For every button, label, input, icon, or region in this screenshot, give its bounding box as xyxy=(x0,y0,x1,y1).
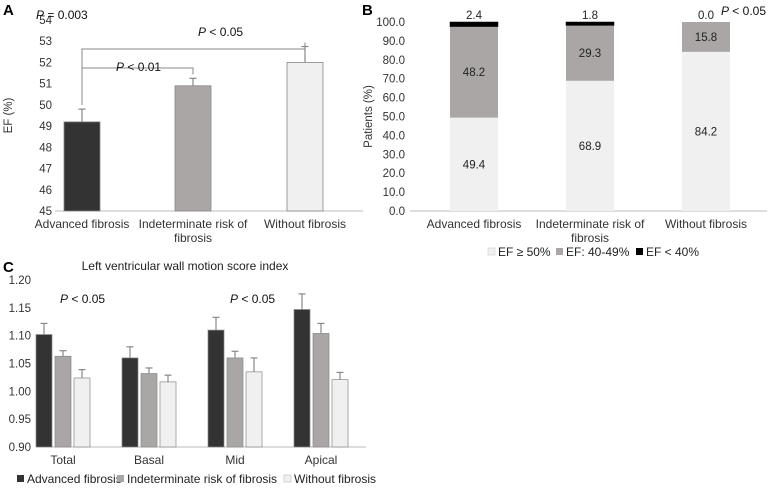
panel-b-data-label: 68.9 xyxy=(579,141,601,153)
panel-b-bar-segment xyxy=(682,22,730,52)
panel-b-legend-swatch xyxy=(556,248,563,255)
panel-c-bar xyxy=(73,377,91,448)
panel-b-bar-segment xyxy=(565,21,615,26)
panel-c-bar xyxy=(35,334,53,448)
panel-c-p-value-total: P < 0.05 xyxy=(60,292,105,306)
panel-a-y-tick: 47 xyxy=(39,164,52,176)
panel-b-legend-item: EF < 40% xyxy=(646,245,699,259)
panel-c-legend-swatch xyxy=(283,474,292,483)
panel-a-y-tick: 45 xyxy=(39,206,52,218)
panel-c-bar xyxy=(312,333,330,448)
panel-c-x-tick: Apical xyxy=(305,453,338,467)
panel-b-bar-segment xyxy=(682,51,730,211)
panel-c-legend-swatch xyxy=(17,475,24,482)
panel-a-bracket-1-3 xyxy=(81,42,306,106)
panel-a-bar xyxy=(286,62,324,212)
panel-b-y-tick: 30.0 xyxy=(383,149,405,161)
panel-c-title: Left ventricular wall motion score index xyxy=(82,259,289,273)
panel-c-bar xyxy=(207,329,225,448)
panel-a-bar xyxy=(174,85,212,212)
panel-a-x-tick: Indeterminate risk of xyxy=(139,217,248,231)
panel-c-bar xyxy=(331,379,349,448)
panel-c-y-tick: 1.00 xyxy=(9,386,31,398)
panel-c-p-value-mid: P < 0.05 xyxy=(230,292,275,306)
panel-c-bar xyxy=(226,357,244,448)
panel-a-x-tick: Advanced fibrosis xyxy=(35,217,130,231)
panel-c-label: C xyxy=(3,259,14,276)
panel-a-label: A xyxy=(3,2,14,19)
panel-a-bracket-1-2 xyxy=(81,49,194,75)
panel-b-p-value: P < 0.05 xyxy=(721,4,766,18)
panel-b-x-tick: Indeterminate risk of xyxy=(536,217,645,231)
panel-b-bar-segment xyxy=(449,21,499,27)
panel-a-x-tick: fibrosis xyxy=(174,231,212,245)
panel-a-y-tick: 48 xyxy=(39,142,52,154)
panel-b-y-tick: 20.0 xyxy=(383,168,405,180)
panel-c-y-tick: 0.95 xyxy=(9,414,31,426)
panel-b-y-tick: 70.0 xyxy=(383,74,405,86)
panel-b-data-label: 1.8 xyxy=(582,10,598,22)
panel-b-y-tick: 60.0 xyxy=(383,93,405,105)
panel-b-legend-item: EF ≥ 50% xyxy=(498,245,551,259)
panel-b-x-tick: Without fibrosis xyxy=(665,217,747,231)
panel-c-legend-item: Indeterminate risk of fibrosis xyxy=(127,472,277,486)
panel-b-y-tick: 50.0 xyxy=(383,112,405,124)
panel-c-bar xyxy=(245,371,263,448)
panel-b-bar-segment xyxy=(566,25,614,81)
panel-b-y-tick: 0.0 xyxy=(389,206,405,218)
panel-b-y-tick: 10.0 xyxy=(383,187,405,199)
panel-a-y-tick: 53 xyxy=(39,36,52,48)
panel-b-legend-swatch xyxy=(487,247,496,256)
panel-b-y-tick: 90.0 xyxy=(383,36,405,48)
panel-a-y-tick: 49 xyxy=(39,121,52,133)
panel-b-data-label: 48.2 xyxy=(463,67,485,79)
panel-b-x-tick: Advanced fibrosis xyxy=(427,217,522,231)
panel-a-y-axis-label: EF (%) xyxy=(3,97,15,133)
panel-b-legend-swatch xyxy=(636,248,643,255)
panel-a-p-value-overall: P = 0.003 xyxy=(36,8,88,22)
panel-b-y-tick: 100.0 xyxy=(376,17,405,29)
panel-b-y-tick: 80.0 xyxy=(383,55,405,67)
panel-a-y-tick: 50 xyxy=(39,100,52,112)
panel-b-legend-item: EF: 40-49% xyxy=(566,245,630,259)
panel-c-x-tick: Mid xyxy=(225,453,244,467)
panel-c-y-tick: 1.10 xyxy=(9,331,31,343)
panel-a-p-value-1-2: P < 0.01 xyxy=(116,60,161,74)
panel-b-x-tick: fibrosis xyxy=(571,231,609,245)
panel-c-bar xyxy=(54,355,72,448)
panel-b-y-tick: 40.0 xyxy=(383,130,405,142)
panel-c-bar xyxy=(140,373,158,448)
panel-c-bar xyxy=(159,381,177,448)
panel-b-y-axis-label: Patients (%) xyxy=(363,85,375,148)
panel-b-bar-segment xyxy=(450,26,498,118)
panel-a-y-tick: 46 xyxy=(39,185,52,197)
panel-b-data-label: 2.4 xyxy=(466,10,483,22)
panel-c-legend-item: Without fibrosis xyxy=(294,472,376,486)
panel-c-bar xyxy=(121,357,139,448)
panel-b-data-label: 84.2 xyxy=(695,126,717,138)
panel-b-bar-segment xyxy=(450,117,498,211)
panel-b-data-label: 15.8 xyxy=(695,32,717,44)
panel-c-y-tick: 1.05 xyxy=(9,359,31,371)
panel-c-x-tick: Basal xyxy=(134,453,164,467)
panel-a-p-value-1-3: P < 0.05 xyxy=(198,25,243,39)
panel-c-x-tick: Total xyxy=(50,453,75,467)
panel-c-y-tick: 1.15 xyxy=(9,303,31,315)
panel-b-bar-segment xyxy=(566,80,614,212)
panel-b-data-label: 0.0 xyxy=(698,10,714,22)
panel-a-bar xyxy=(63,121,101,212)
panel-c-y-tick: 1.20 xyxy=(9,275,31,287)
panel-b-data-label: 29.3 xyxy=(579,48,601,60)
panel-c-legend-item: Advanced fibrosis xyxy=(27,472,122,486)
panel-a-x-tick: Without fibrosis xyxy=(264,217,346,231)
panel-c-bar xyxy=(293,309,311,448)
panel-b-label: B xyxy=(362,2,373,19)
panel-c-legend-swatch xyxy=(117,475,124,482)
panel-a-y-tick: 52 xyxy=(39,57,52,69)
panel-a-y-tick: 51 xyxy=(39,79,52,91)
panel-a-y-tick: 54 xyxy=(39,15,52,27)
panel-c-y-tick: 0.90 xyxy=(9,442,31,454)
panel-b-data-label: 49.4 xyxy=(463,159,486,171)
